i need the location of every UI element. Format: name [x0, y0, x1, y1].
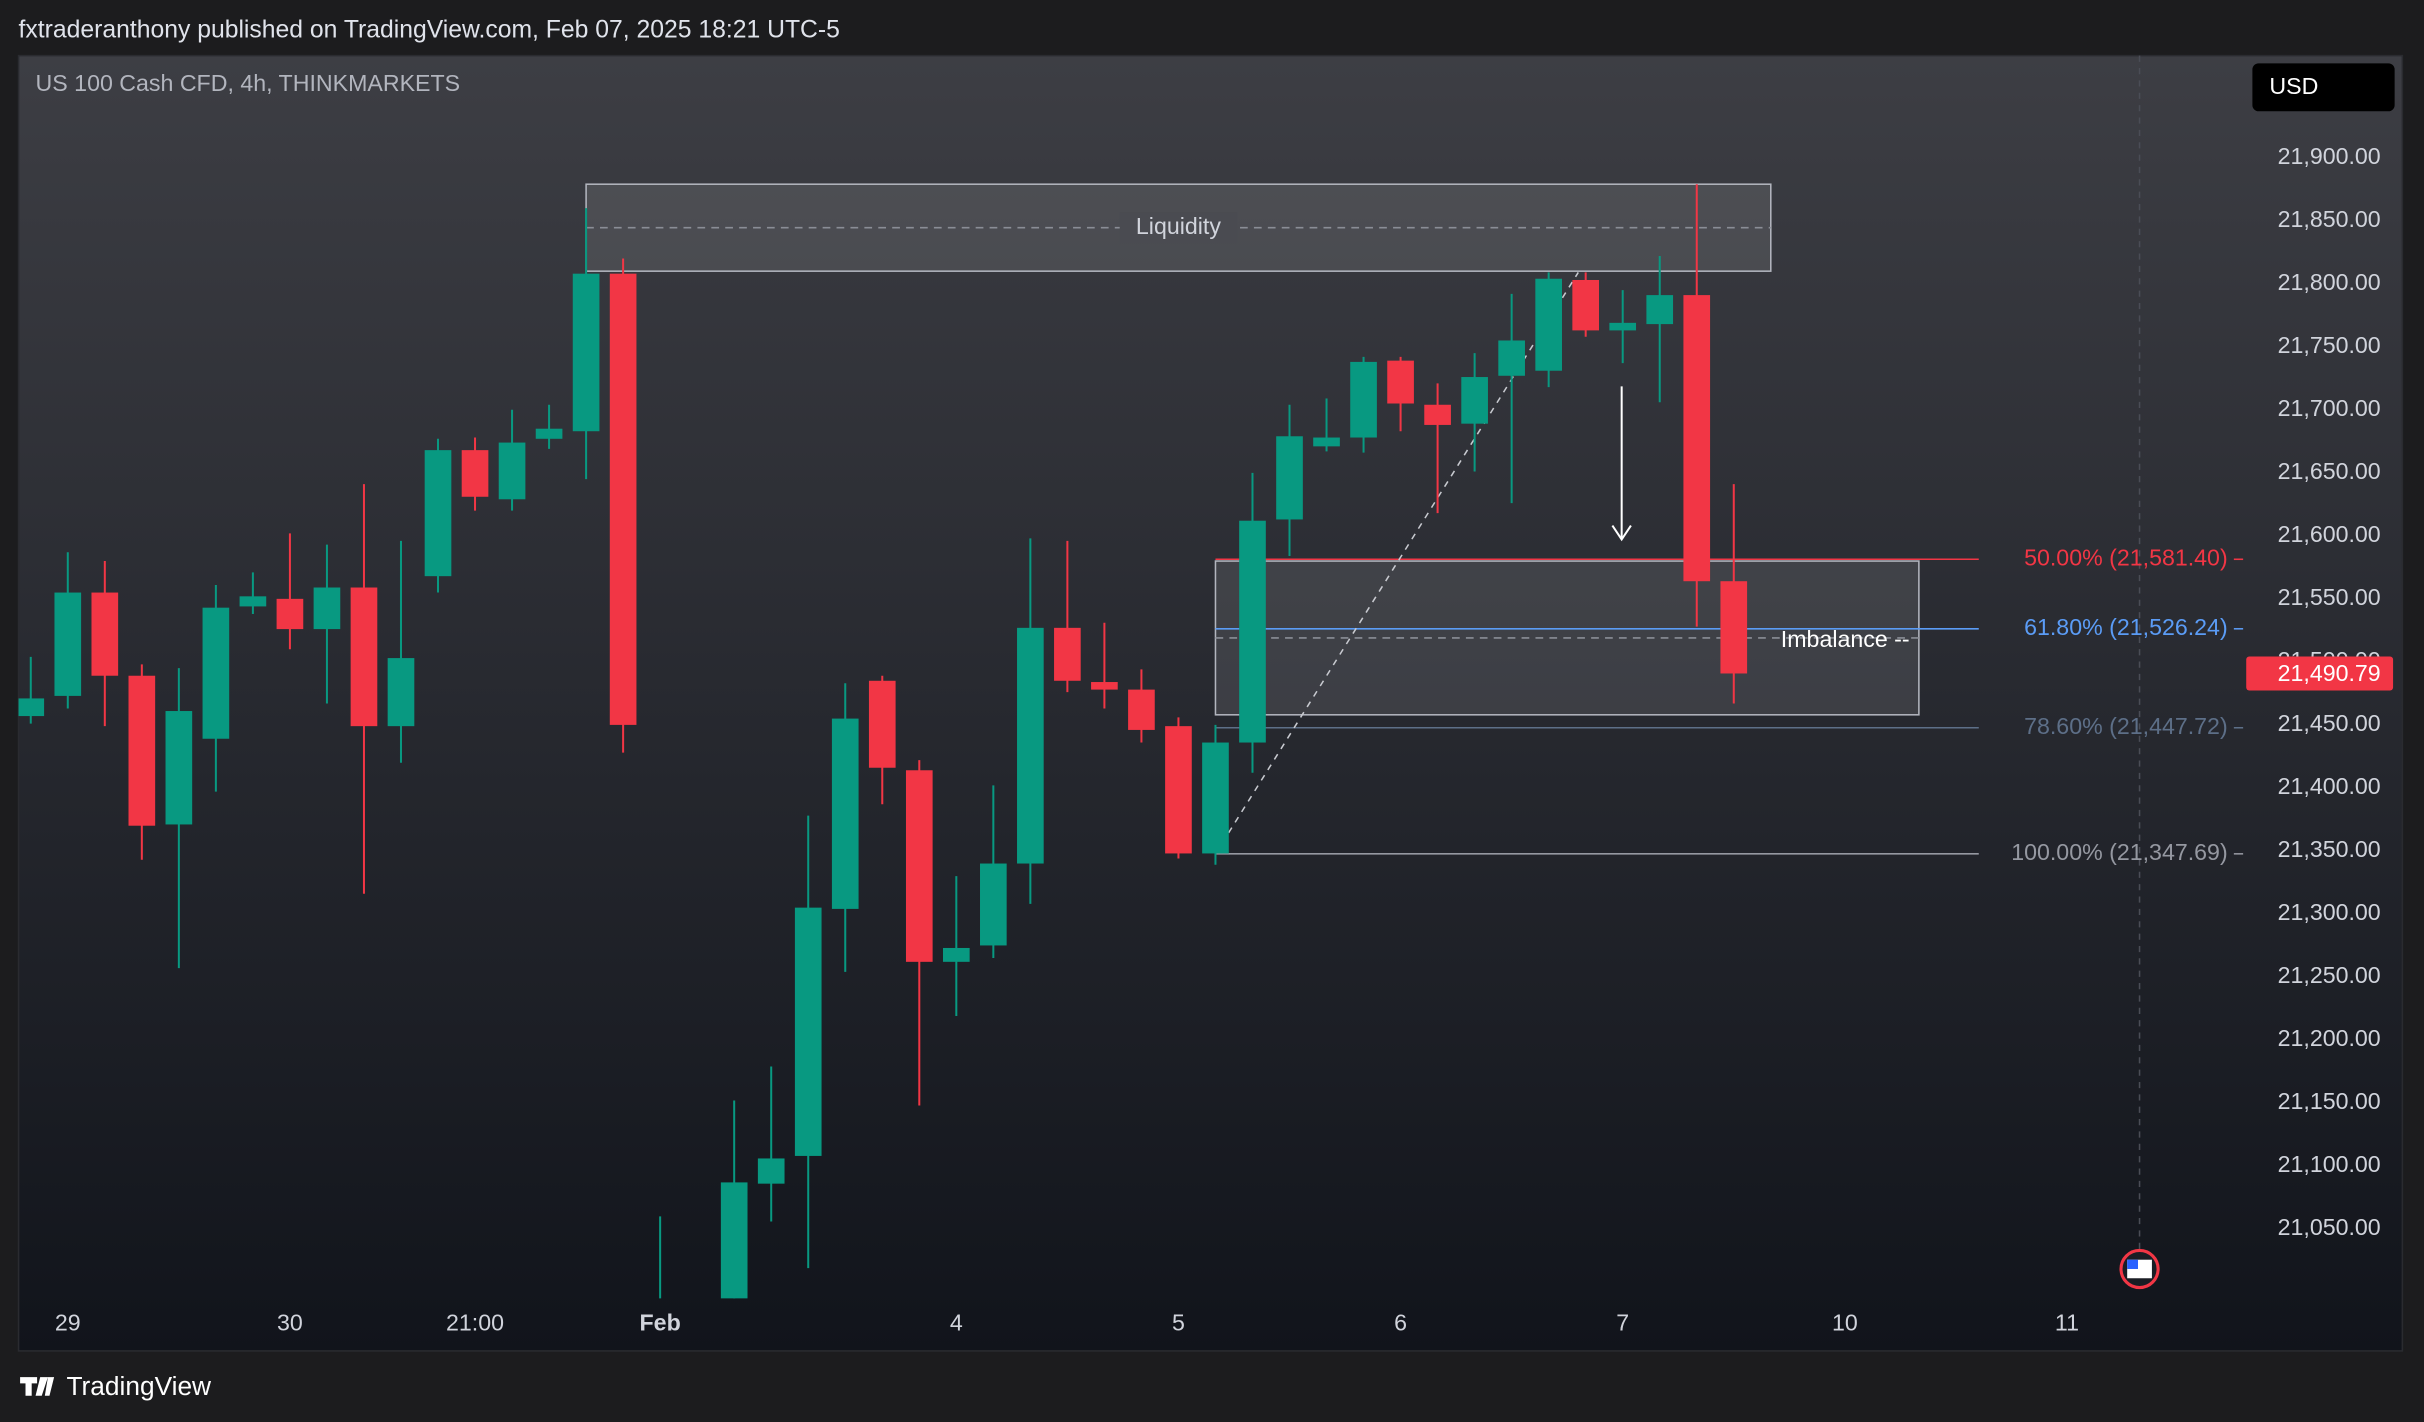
arrow-head: [1611, 524, 1632, 542]
y-tick-label: 21,150.00: [2278, 1088, 2381, 1114]
publisher-line: fxtraderanthony published on TradingView…: [19, 16, 840, 43]
fib-label: 100.00% (21,347.69): [2011, 839, 2227, 865]
zone-label-bg: [1119, 212, 1238, 244]
candle-body: [757, 1158, 785, 1184]
candle-body: [424, 450, 452, 577]
candle-body: [202, 607, 230, 739]
y-tick-label: 21,250.00: [2278, 962, 2381, 988]
y-tick-label: 21,900.00: [2278, 143, 2381, 169]
candle-body: [1461, 377, 1488, 424]
candle-body: [1165, 726, 1192, 854]
candle-body: [1239, 520, 1266, 743]
y-tick-label: 21,600.00: [2278, 521, 2381, 547]
candle-body: [720, 1182, 748, 1299]
y-tick-label: 21,700.00: [2278, 395, 2381, 421]
candle-body: [276, 598, 304, 630]
candle-body: [831, 718, 859, 909]
candle-body: [609, 273, 637, 725]
candle-body: [313, 587, 341, 630]
candle-body: [387, 658, 415, 727]
candle-body: [91, 592, 119, 676]
zone-label: Imbalance --: [1781, 626, 1910, 652]
y-tick-label: 21,850.00: [2278, 206, 2381, 232]
x-tick-label: 4: [950, 1310, 963, 1336]
brand-name: TradingView: [66, 1371, 212, 1401]
candle-body: [1313, 437, 1340, 447]
candle-body: [498, 442, 526, 500]
fib-label: 50.00% (21,581.40): [2024, 544, 2228, 570]
candle-body: [868, 680, 896, 768]
zone-label: Liquidity: [1136, 213, 1221, 239]
x-tick-label: 11: [2055, 1310, 2079, 1336]
candle-body: [461, 450, 489, 497]
candle-body: [1128, 689, 1155, 730]
fib-label: 61.80% (21,526.24): [2024, 614, 2228, 640]
candle-body: [1054, 627, 1081, 681]
y-tick-label: 21,200.00: [2278, 1025, 2381, 1051]
candle-body: [239, 596, 267, 607]
candle-body: [1498, 340, 1525, 376]
x-tick-label: 10: [1832, 1310, 1858, 1336]
y-tick-label: 21,650.00: [2278, 458, 2381, 484]
candle-body: [942, 947, 970, 962]
y-tick-label: 21,550.00: [2278, 584, 2381, 610]
candle-body: [350, 587, 378, 727]
candle-body: [1720, 581, 1748, 674]
symbol-title: US 100 Cash CFD, 4h, THINKMARKETS: [36, 70, 461, 96]
candle-body: [980, 863, 1007, 946]
candle-body: [1609, 322, 1637, 331]
candle-body: [1646, 295, 1674, 325]
candle-body: [165, 711, 193, 825]
candle-body: [535, 428, 563, 439]
candle-body: [905, 770, 933, 962]
candle-body: [572, 273, 600, 432]
y-tick-label: 21,300.00: [2278, 899, 2381, 925]
x-tick-label: 29: [55, 1310, 81, 1336]
candle-body: [1424, 404, 1451, 425]
x-tick-label: Feb: [640, 1310, 681, 1336]
flag-canton: [2127, 1259, 2139, 1269]
x-tick-label: 5: [1172, 1310, 1185, 1336]
overlay: 21,050.00 21,100.00 21,150.00 21,200.00 21,2…: [55, 143, 2394, 1336]
fib-label: 78.60% (21,447.72): [2024, 713, 2228, 739]
plot-area: Liquidity Imbalance --: [18, 183, 1979, 1299]
x-tick-label: 21:00: [446, 1310, 504, 1336]
candle-body: [794, 907, 822, 1156]
candle-body: [1683, 295, 1711, 582]
x-tick-label: 6: [1394, 1310, 1407, 1336]
y-tick-label: 21,800.00: [2278, 269, 2381, 295]
y-tick-label: 21,350.00: [2278, 836, 2381, 862]
candle-body: [18, 698, 45, 717]
x-tick-label: 7: [1616, 1310, 1629, 1336]
candle-body: [54, 592, 82, 696]
candle-body: [1350, 361, 1377, 438]
candle-body: [1387, 360, 1414, 404]
currency-button[interactable]: [2252, 63, 2395, 112]
candle-body: [1535, 278, 1562, 371]
y-tick-label: 21,100.00: [2278, 1151, 2381, 1177]
candle-body: [1202, 742, 1229, 854]
candle-body: [1091, 682, 1118, 690]
candle-body: [1572, 279, 1600, 331]
y-tick-label: 21,450.00: [2278, 710, 2381, 736]
candle-body: [128, 675, 156, 826]
candle-body: [1276, 436, 1303, 520]
y-tick-label: 21,050.00: [2278, 1214, 2381, 1240]
y-tick-label: 21,750.00: [2278, 332, 2381, 358]
last-price-label: 21,490.79: [2278, 660, 2381, 686]
currency-label[interactable]: USD: [2269, 73, 2318, 99]
y-tick-label: 21,400.00: [2278, 773, 2381, 799]
x-tick-label: 30: [277, 1310, 303, 1336]
last-price-tag: [2246, 656, 2394, 691]
candle-body: [1017, 627, 1044, 864]
brand-logo: [20, 1377, 55, 1396]
